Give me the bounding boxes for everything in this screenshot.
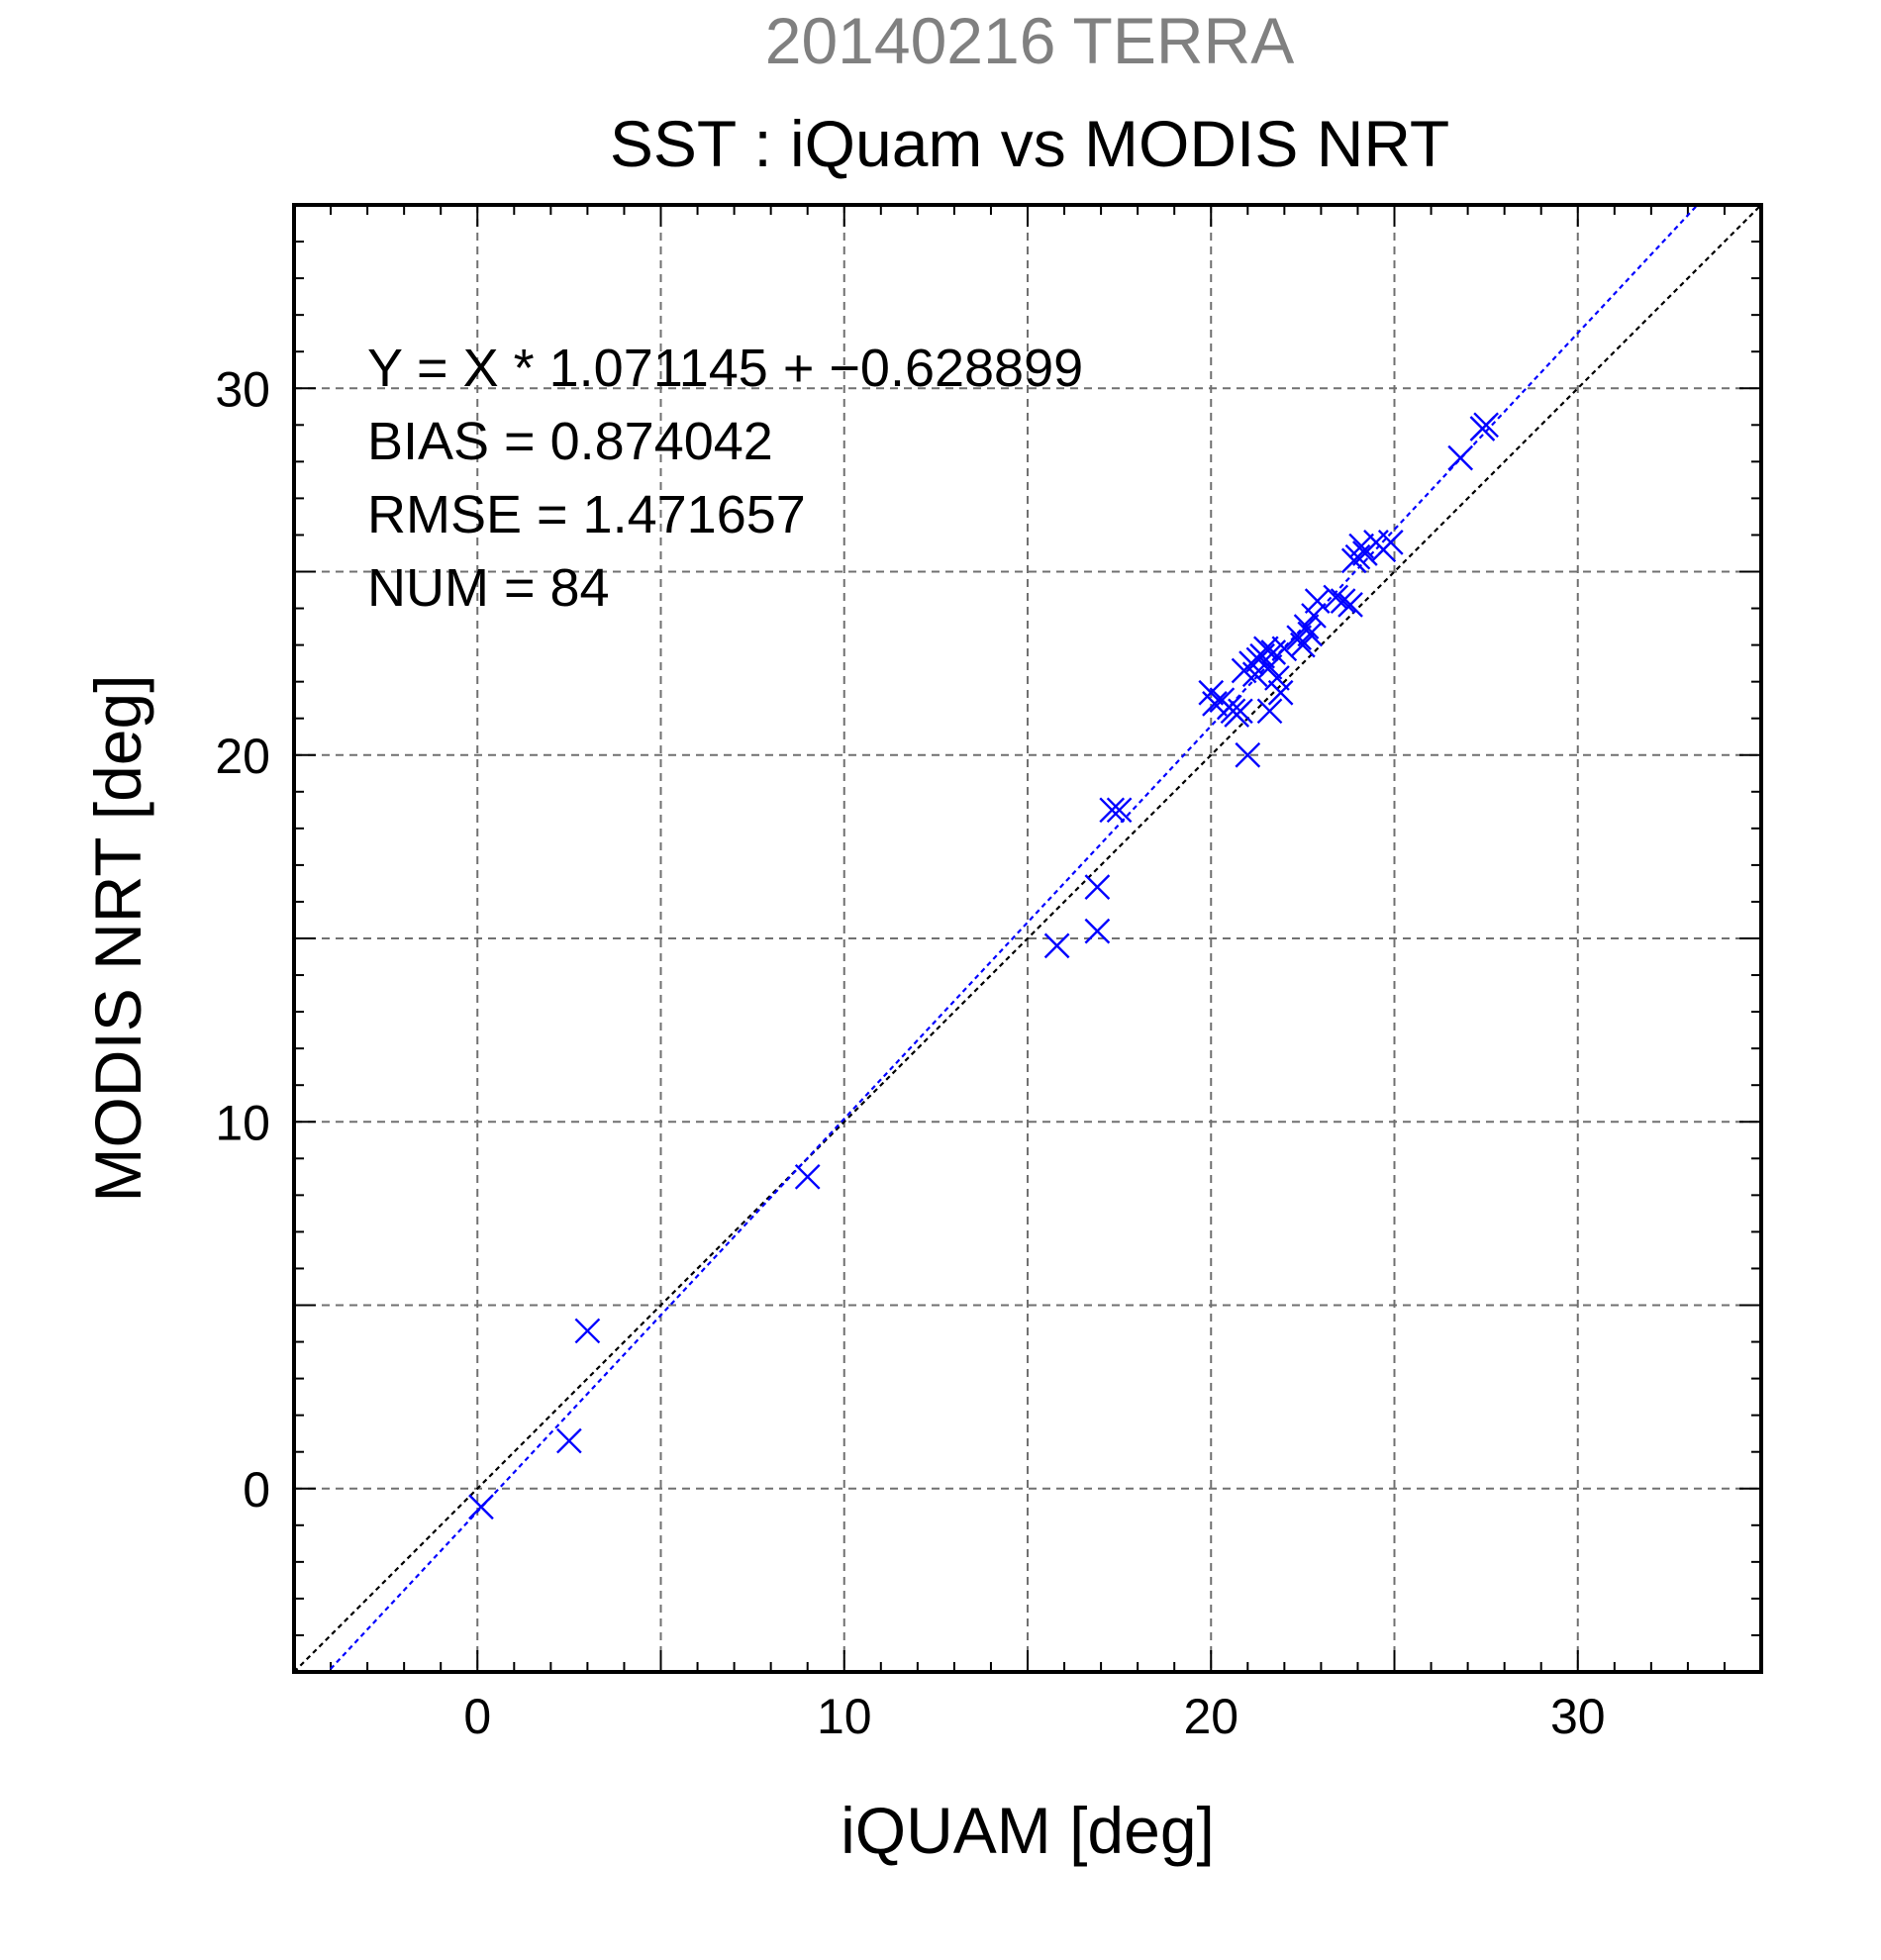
- y-tick-label: 0: [243, 1462, 270, 1518]
- x-tick-label: 20: [1183, 1689, 1238, 1744]
- data-point: [468, 1494, 494, 1520]
- data-point: [574, 1318, 601, 1344]
- major-ticks: [294, 205, 1761, 1672]
- x-tick-label: 10: [817, 1689, 872, 1744]
- x-tick-label: 30: [1550, 1689, 1606, 1744]
- data-point: [1290, 632, 1316, 658]
- x-tick-labels: 0 10 20 30: [463, 1689, 1605, 1744]
- y-axis-label: MODIS NRT [deg]: [81, 674, 154, 1202]
- data-point: [1348, 533, 1375, 559]
- data-point: [1241, 661, 1268, 688]
- data-point: [1256, 698, 1283, 725]
- data-point: [1099, 797, 1126, 824]
- data-point: [1330, 588, 1356, 614]
- data-point: [1267, 679, 1294, 706]
- plot-frame: [292, 203, 1763, 1674]
- data-point: [1252, 636, 1279, 662]
- data-point: [1228, 698, 1253, 725]
- data-point: [1084, 918, 1111, 944]
- data-point: [1202, 691, 1228, 717]
- stats-annotations: Y = X * 1.071145 + −0.628899 BIAS = 0.87…: [367, 339, 1083, 618]
- reference-line: [294, 205, 1761, 1672]
- data-point: [1301, 603, 1327, 629]
- data-point: [1235, 741, 1261, 768]
- annotation-bias: BIAS = 0.874042: [367, 412, 773, 471]
- y-tick-label: 30: [215, 361, 270, 417]
- data-point: [1377, 530, 1404, 555]
- data-point: [1473, 412, 1499, 439]
- data-point: [1106, 797, 1133, 824]
- x-tick-label: 0: [463, 1689, 491, 1744]
- data-point: [1043, 932, 1070, 959]
- x-axis-label: iQUAM [deg]: [841, 1794, 1215, 1867]
- data-point: [1264, 665, 1290, 691]
- data-point: [1293, 614, 1320, 639]
- data-point: [1304, 588, 1331, 614]
- annotation-num: NUM = 84: [367, 558, 610, 618]
- chart-title: SST : iQuam vs MODIS NRT: [610, 107, 1449, 180]
- data-point: [1447, 444, 1474, 471]
- data-point: [1337, 591, 1363, 618]
- y-tick-label: 10: [215, 1095, 270, 1150]
- y-tick-labels: 0 10 20 30: [215, 361, 270, 1518]
- y-tick-label: 20: [215, 729, 270, 784]
- data-point: [794, 1163, 821, 1190]
- grid: [294, 205, 1761, 1672]
- annotation-rmse: RMSE = 1.471657: [367, 485, 806, 544]
- chart-supertitle: 20140216 TERRA: [765, 4, 1294, 77]
- data-point: [1323, 584, 1349, 611]
- fit-line: [326, 205, 1700, 1672]
- lines: [294, 205, 1761, 1672]
- data-point: [556, 1427, 582, 1454]
- data-point: [1256, 653, 1283, 680]
- data-point: [1084, 874, 1111, 900]
- annotation-fit-equation: Y = X * 1.071145 + −0.628899: [367, 339, 1083, 398]
- data-points: [468, 412, 1499, 1520]
